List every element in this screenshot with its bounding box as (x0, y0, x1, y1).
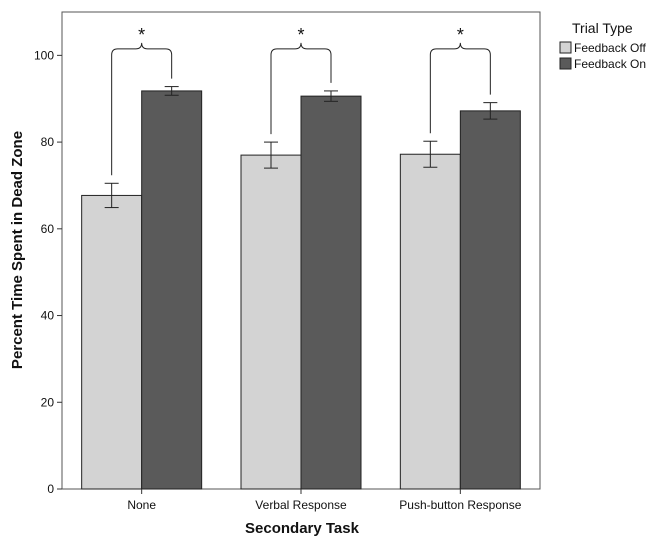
x-axis: None Verbal Response Push-button Response (127, 489, 522, 512)
significance-brackets: * * * (111, 25, 491, 176)
bar (399, 153, 461, 490)
bar (141, 90, 203, 490)
y-axis-title: Percent Time Spent in Dead Zone (9, 131, 26, 369)
bar (81, 194, 143, 490)
x-tick-label: Verbal Response (255, 498, 347, 512)
legend-title: Trial Type (572, 20, 633, 36)
significance-bracket (429, 42, 491, 134)
legend-label: Feedback Off (574, 41, 646, 55)
y-tick-label: 80 (41, 135, 55, 149)
bar (459, 110, 521, 490)
y-tick-label: 0 (47, 482, 54, 496)
y-axis: 0 20 40 60 80 100 (34, 48, 62, 496)
bar (240, 154, 302, 490)
legend: Trial Type Feedback Off Feedback On (559, 20, 646, 71)
legend-swatch (559, 57, 572, 70)
significance-label: * (457, 25, 464, 45)
bar (300, 95, 362, 490)
significance-label: * (138, 25, 145, 45)
x-tick-label: None (127, 498, 156, 512)
y-tick-label: 100 (34, 48, 54, 62)
y-tick-label: 40 (41, 309, 55, 323)
y-tick-label: 20 (41, 395, 55, 409)
significance-bracket (111, 42, 173, 176)
significance-bracket (270, 42, 332, 135)
significance-label: * (297, 25, 304, 45)
x-axis-title: Secondary Task (245, 520, 360, 537)
x-tick-label: Push-button Response (399, 498, 521, 512)
error-bars (104, 86, 498, 209)
y-tick-label: 60 (41, 222, 55, 236)
legend-swatch (559, 41, 572, 54)
legend-label: Feedback On (574, 57, 646, 71)
